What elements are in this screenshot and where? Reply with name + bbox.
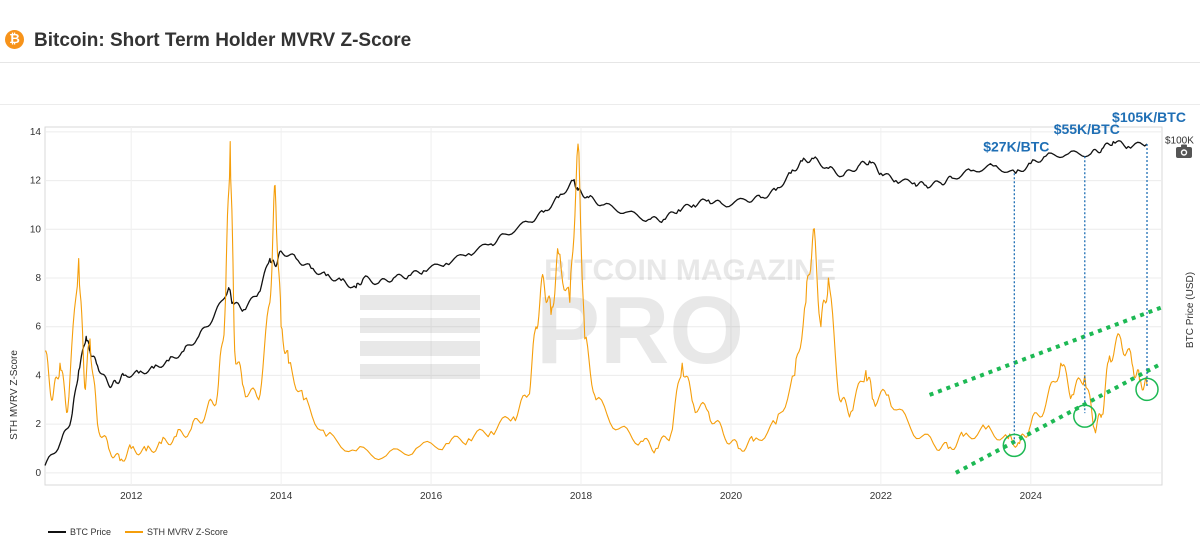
chart-toolbar — [0, 62, 1200, 158]
legend-item-btc-price[interactable]: BTC Price — [48, 527, 111, 537]
y-tick-label: 12 — [30, 176, 42, 187]
btc-price-line — [44, 140, 1148, 466]
y-tick-label: 4 — [35, 370, 41, 381]
annotations-layer: $27K/BTC $55K/BTC$105K/BTC — [928, 109, 1186, 475]
annotation-circle — [1135, 377, 1159, 402]
y2-tick-label: $100K — [1165, 135, 1194, 146]
x-tick-label: 2014 — [270, 491, 293, 502]
legend: BTC Price STH MVRV Z-Score — [48, 527, 228, 537]
y-tick-label: 2 — [35, 419, 41, 430]
channel-line-2 — [954, 361, 1163, 475]
legend-swatch-sth-mvrv — [125, 531, 144, 533]
legend-label-sth-mvrv: STH MVRV Z-Score — [147, 527, 228, 537]
chart-title: Bitcoin: Short Term Holder MVRV Z-Score — [34, 30, 412, 51]
annotation-label: $55K/BTC — [1054, 121, 1120, 137]
series-layer — [44, 140, 1148, 466]
watermark-emblem-icon — [360, 295, 480, 379]
y-tick-label: 8 — [35, 273, 41, 284]
y-tick-label: 0 — [35, 468, 41, 479]
legend-swatch-btc-price — [48, 531, 66, 533]
legend-label-btc-price: BTC Price — [70, 527, 112, 537]
camera-icon[interactable] — [1176, 144, 1192, 158]
chart-header: ₿ Bitcoin: Short Term Holder MVRV Z-Scor… — [0, 0, 1200, 63]
annotation-label: $105K/BTC — [1112, 109, 1186, 125]
y-tick-label: 6 — [35, 322, 41, 333]
x-tick-label: 2018 — [570, 491, 593, 502]
y2-axis-label: BTC Price (USD) — [1185, 272, 1196, 348]
x-tick-label: 2024 — [1020, 491, 1043, 502]
watermark-line1: BITCOIN MAGAZINE — [544, 254, 836, 287]
x-tick-label: 2020 — [720, 491, 743, 502]
plot-frame — [44, 126, 1163, 486]
watermark-line2: PRO — [536, 277, 744, 384]
y-tick-label: 10 — [30, 224, 42, 235]
axes: 0 2 4 6 8 10 12 14 2012 2014 2016 2018 2020 2022 2024 $… — [30, 127, 1194, 502]
y-tick-label: 14 — [30, 127, 42, 138]
x-tick-label: 2016 — [420, 491, 443, 502]
legend-item-sth-mvrv[interactable]: STH MVRV Z-Score — [125, 527, 228, 537]
chart-svg: BITCOIN MAGAZINE PRO 0 2 4 6 8 10 12 14 2012 2014… — [9, 109, 1196, 502]
x-tick-label: 2022 — [870, 491, 893, 502]
annotation-circle — [1073, 404, 1097, 428]
y-axis-label: STH MVRV Z-Score — [9, 350, 20, 440]
annotation-circle — [1002, 433, 1027, 458]
sth-mvrv-line — [44, 141, 1148, 462]
watermark: BITCOIN MAGAZINE PRO — [360, 254, 836, 384]
x-tick-label: 2012 — [120, 491, 143, 502]
annotation-label: $27K/BTC — [983, 138, 1049, 154]
bitcoin-logo-icon: ₿ — [5, 30, 24, 49]
